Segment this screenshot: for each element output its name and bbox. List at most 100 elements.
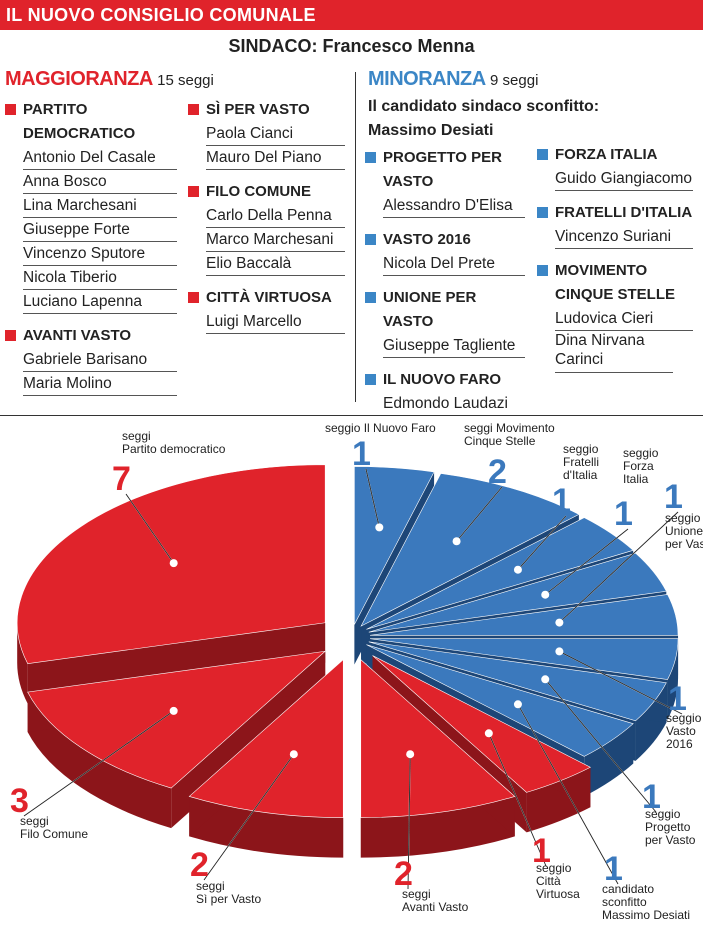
member-list: Alessandro D'Elisa <box>383 194 525 218</box>
callout-line <box>488 733 547 867</box>
callout-seggi-avanti-vasto: 2 <box>394 750 415 893</box>
party-name: PARTITO DEMOCRATICO <box>23 101 136 142</box>
party-name: SÌ PER VASTO <box>206 101 310 118</box>
slice-top <box>188 658 344 818</box>
slice-top <box>370 638 679 680</box>
pie-slice-seggi-si-per-vasto <box>188 658 344 858</box>
party-progetto-per-vasto: PROGETTO PER VASTO <box>365 146 503 194</box>
seat-count: 1 <box>552 482 571 520</box>
slice-top <box>366 517 634 630</box>
callout-dot <box>513 565 522 574</box>
member-name: Vincenzo Sputore <box>23 242 177 266</box>
callout-seggi-partito-democratico: 7 <box>112 460 178 568</box>
member-name: Nicola Tiberio <box>23 266 177 290</box>
member-name: Giuseppe Tagliente <box>383 334 525 358</box>
callout-line <box>23 710 174 817</box>
party-name: AVANTI VASTO <box>23 327 132 344</box>
callout-dot <box>452 537 461 546</box>
defeated-label: Il candidato sindaco sconfitto: <box>368 98 600 115</box>
majority-title: MAGGIORANZA <box>5 68 153 90</box>
member-list: Nicola Del Prete <box>383 252 525 276</box>
party-marker-icon <box>365 374 376 385</box>
party-si-per-vasto: SÌ PER VASTO <box>188 98 366 122</box>
defeated-name: Massimo Desiati <box>368 122 494 139</box>
slice-top <box>370 594 679 636</box>
slice-side <box>360 796 515 858</box>
party-name: UNIONE PER VASTO <box>383 289 477 330</box>
callout-seggio-citta-virtuosa: 1 <box>484 729 551 870</box>
party-name: IL NUOVO FARO <box>383 371 502 388</box>
seat-count: 2 <box>394 855 413 893</box>
callout-line <box>365 468 380 528</box>
party-marker-icon <box>537 265 548 276</box>
party-fratelli-d-italia: FRATELLI D'ITALIA <box>537 201 695 225</box>
column-divider <box>355 72 356 402</box>
slice-label: seggi Movimento Cinque Stelle <box>464 421 555 448</box>
pie-slice-seggi-avanti-vasto <box>360 658 516 858</box>
slice-label: seggi Partito democratico <box>122 429 226 456</box>
header-title: IL NUOVO CONSIGLIO COMUNALE <box>6 5 316 25</box>
mayor-line: SINDACO: Francesco Menna <box>228 36 475 56</box>
callout-line <box>456 486 503 542</box>
member-name: Elio Baccalà <box>206 252 345 276</box>
callout-line <box>517 515 567 570</box>
callout-dot <box>555 647 564 656</box>
member-name: Anna Bosco <box>23 170 177 194</box>
seat-count: 1 <box>352 435 371 473</box>
slice-top <box>366 644 634 757</box>
minority-column-1: PROGETTO PER VASTO Alessandro D'Elisa VAST… <box>365 146 525 426</box>
slice-side <box>17 622 28 704</box>
callout-line <box>544 528 629 596</box>
callout-line <box>125 493 175 564</box>
minority-column-2: FORZA ITALIA Guido Giangiacomo FRATELLI D'… <box>537 143 693 383</box>
member-name: Mauro Del Piano <box>206 146 345 170</box>
party-vasto-2016: VASTO 2016 <box>365 228 503 252</box>
slice-side <box>189 796 344 858</box>
callout-dot <box>169 706 178 715</box>
member-name: Alessandro D'Elisa <box>383 194 525 218</box>
member-name: Guido Giangiacomo <box>555 167 693 191</box>
seat-count: 1 <box>642 778 661 816</box>
seat-count: 7 <box>112 460 131 498</box>
callout-line <box>203 753 295 881</box>
member-name: Dina Nirvana Carinci <box>555 331 673 373</box>
member-name: Luigi Marcello <box>206 310 345 334</box>
party-partito-democratico: PARTITO DEMOCRATICO <box>5 98 153 146</box>
callout-dot <box>484 729 493 738</box>
section-divider <box>0 415 703 416</box>
member-name: Giuseppe Forte <box>23 218 177 242</box>
callout-dot <box>541 675 550 684</box>
slice-label: seggio Il Nuovo Faro <box>325 421 436 435</box>
callout-line <box>559 511 679 623</box>
member-name: Maria Molino <box>23 372 177 396</box>
callout-seggi-filo-comune: 3 <box>10 706 178 820</box>
party-avanti-vasto: AVANTI VASTO <box>5 324 153 348</box>
majority-seats: 15 seggi <box>157 72 214 89</box>
member-name: Marco Marchesani <box>206 228 345 252</box>
callout-dot <box>541 590 550 599</box>
party-marker-icon <box>5 104 16 115</box>
callout-line <box>517 704 619 885</box>
party-name: CITTÀ VIRTUOSA <box>206 289 332 306</box>
member-name: Ludovica Cieri <box>555 307 693 331</box>
slice-label: seggi Filo Comune <box>20 814 88 841</box>
member-name: Gabriele Barisano <box>23 348 177 372</box>
slice-label: seggio Vasto 2016 <box>666 711 702 751</box>
seat-count: 1 <box>668 680 687 718</box>
callout-dot <box>406 750 415 759</box>
callout-dot <box>513 700 522 709</box>
slice-label: candidato sconfitto Massimo Desiati <box>602 882 690 922</box>
member-name: Nicola Del Prete <box>383 252 525 276</box>
slice-top <box>368 552 667 633</box>
party-name: PROGETTO PER VASTO <box>383 149 502 190</box>
slice-label: seggi Sì per Vasto <box>196 879 261 906</box>
slice-top <box>360 658 516 818</box>
callout-dot <box>555 618 564 627</box>
party-marker-icon <box>5 330 16 341</box>
slice-side <box>667 638 679 720</box>
member-name: Antonio Del Casale <box>23 146 177 170</box>
slice-label: seggio Città Virtuosa <box>536 861 580 901</box>
party-name: FRATELLI D'ITALIA <box>555 204 693 221</box>
member-list: Gabriele Barisano Maria Molino <box>23 348 177 396</box>
